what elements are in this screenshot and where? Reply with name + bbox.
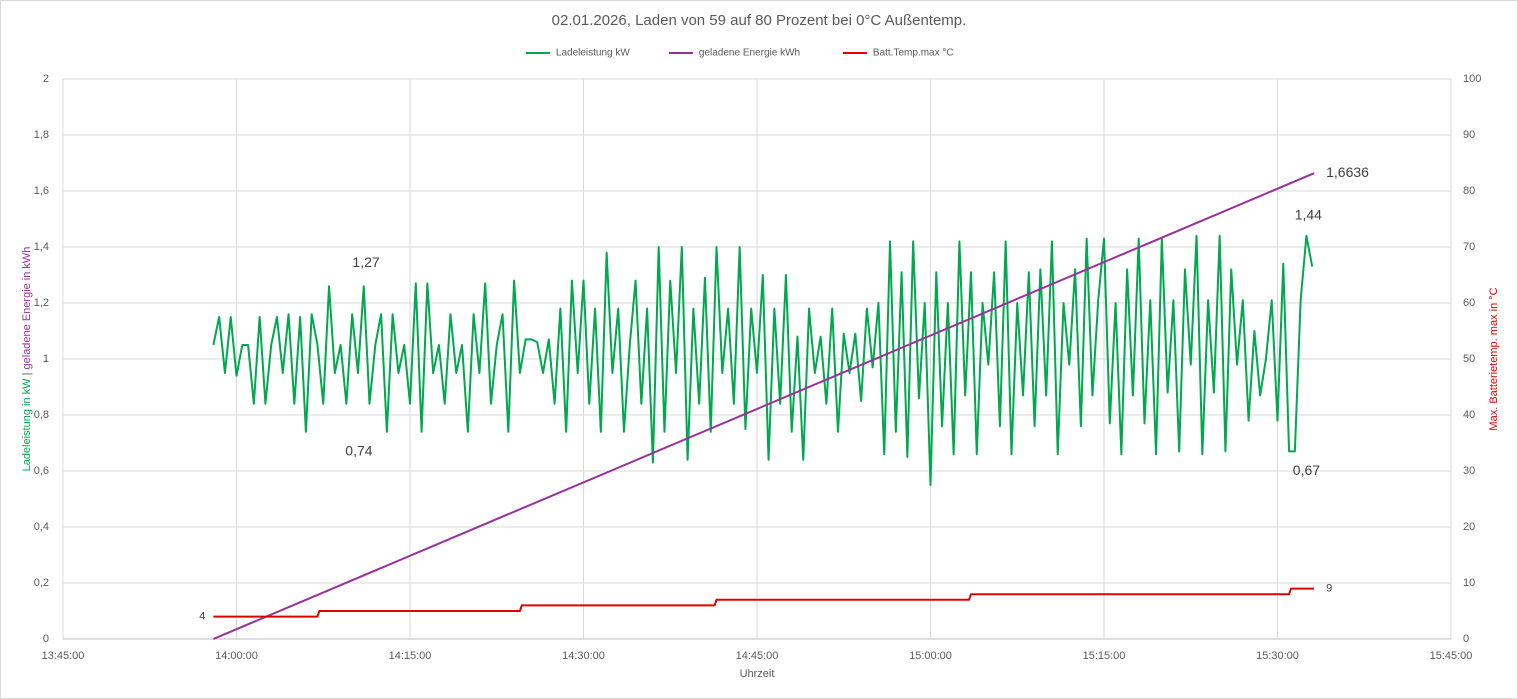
- chart-title: 02.01.2026, Laden von 59 auf 80 Prozent …: [552, 12, 967, 29]
- y2-tick-label: 30: [1463, 465, 1475, 477]
- data-label: 4: [199, 611, 205, 623]
- y-tick-label: 0,2: [34, 577, 49, 589]
- y2-axis-label: Max. Batterietemp. max in °C: [1488, 287, 1500, 430]
- legend-label: geladene Energie kWh: [699, 48, 800, 59]
- y-tick-label: 1,4: [34, 241, 49, 253]
- y-axis-label: Ladeleistung in kW | geladene Energie in…: [21, 247, 33, 472]
- x-tick-label: 15:15:00: [1083, 650, 1126, 662]
- y2-tick-label: 60: [1463, 297, 1475, 309]
- y-tick-label: 1,2: [34, 297, 49, 309]
- y-tick-label: 0,6: [34, 465, 49, 477]
- y-label-part: Ladeleistung in kW: [21, 378, 33, 472]
- y2-tick-label: 90: [1463, 129, 1475, 141]
- y2-tick-label: 80: [1463, 185, 1475, 197]
- x-tick-label: 13:45:00: [42, 650, 85, 662]
- data-label: 1,27: [352, 254, 379, 270]
- series-line: [212, 172, 1315, 640]
- series-line: [213, 587, 1315, 618]
- y-tick-label: 1: [43, 353, 49, 365]
- y2-tick-label: 70: [1463, 241, 1475, 253]
- y-tick-label: 0: [43, 633, 49, 645]
- y2-tick-label: 10: [1463, 577, 1475, 589]
- x-tick-label: 15:30:00: [1256, 650, 1299, 662]
- data-label: 0,74: [345, 443, 372, 459]
- legend-label: Ladeleistung kW: [556, 48, 630, 59]
- data-label: 1,44: [1295, 207, 1322, 223]
- y-tick-label: 1,6: [34, 185, 49, 197]
- y-tick-label: 0,8: [34, 409, 49, 421]
- x-axis-label: Uhrzeit: [740, 668, 775, 680]
- series-line: [212, 234, 1314, 486]
- legend-label: Batt.Temp.max °C: [873, 48, 954, 59]
- data-label: 9: [1326, 583, 1332, 595]
- x-tick-label: 15:45:00: [1430, 650, 1473, 662]
- y-tick-label: 2: [43, 73, 49, 85]
- y-tick-label: 0,4: [34, 521, 49, 533]
- y2-tick-label: 40: [1463, 409, 1475, 421]
- y2-tick-label: 50: [1463, 353, 1475, 365]
- data-label: 1,6636: [1326, 164, 1369, 180]
- x-tick-label: 14:00:00: [215, 650, 258, 662]
- data-label: 0,67: [1293, 462, 1320, 478]
- x-tick-label: 15:00:00: [909, 650, 952, 662]
- y2-tick-label: 0: [1463, 633, 1469, 645]
- y-label-part: |: [21, 373, 33, 376]
- x-tick-label: 14:30:00: [562, 650, 605, 662]
- y2-tick-label: 100: [1463, 73, 1481, 85]
- y-label-part: geladene Energie in kWh: [21, 247, 33, 370]
- x-tick-label: 14:45:00: [736, 650, 779, 662]
- y-tick-label: 1,8: [34, 129, 49, 141]
- x-tick-label: 14:15:00: [389, 650, 432, 662]
- y2-tick-label: 20: [1463, 521, 1475, 533]
